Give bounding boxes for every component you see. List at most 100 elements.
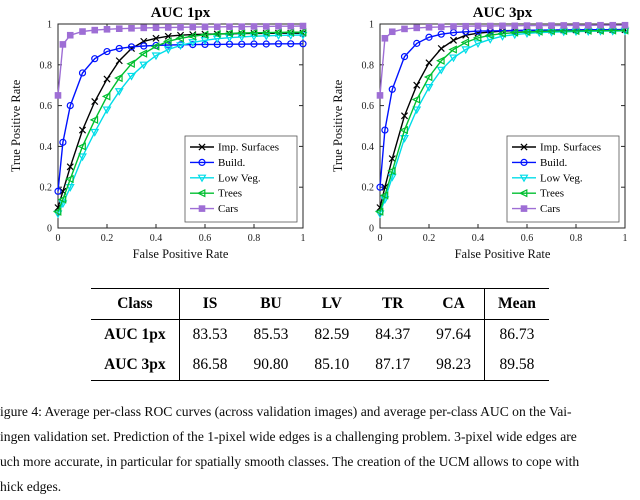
marker-circle	[201, 40, 209, 49]
marker-circle	[127, 43, 136, 51]
marker-square	[548, 22, 555, 29]
legend-label: Trees	[218, 188, 242, 200]
table-row: AUC 1px 83.53 85.53 82.59 84.37 97.64 86.73	[91, 319, 549, 350]
marker-triangle-down	[436, 66, 446, 75]
marker-square	[91, 26, 99, 34]
marker-triangle-left	[236, 28, 246, 38]
marker-triangle-down	[65, 184, 75, 192]
marker-square	[535, 22, 543, 29]
col-header: IS	[202, 295, 218, 312]
marker-triangle-down	[249, 33, 259, 41]
table-cell: 84.37	[375, 326, 411, 343]
marker-square	[287, 22, 295, 30]
marker-x	[413, 81, 421, 89]
col-header: TR	[381, 295, 404, 312]
auc-table: Class IS BU LV TR CA Mean AUC 1px 83.53 85.53 82.5…	[91, 288, 549, 381]
marker-square	[450, 23, 457, 30]
marker-square	[213, 23, 221, 31]
y-tick-label: 0.2	[362, 183, 375, 194]
marker-square	[621, 21, 629, 29]
series-line	[379, 29, 625, 212]
y-tick-label: 0.4	[40, 142, 53, 153]
table-cell: 82.59	[314, 326, 350, 343]
marker-circle	[140, 42, 148, 50]
marker-triangle-left	[411, 95, 421, 104]
x-tick-label: 0.4	[150, 233, 163, 244]
marker-triangle-down	[400, 135, 409, 143]
marker-triangle-left	[224, 29, 233, 38]
marker-triangle-left	[273, 28, 282, 37]
table-row: AUC 3px 86.58 90.80 85.10 87.17 98.23 89.58	[91, 350, 549, 381]
legend-label: Imp. Surfaces	[218, 142, 279, 154]
marker-triangle-left	[57, 195, 67, 204]
legend-label: Imp. Surfaces	[540, 142, 601, 154]
marker-x	[78, 126, 87, 134]
marker-triangle-down	[163, 46, 173, 55]
marker-circle	[189, 41, 197, 49]
series-line	[57, 34, 304, 215]
row-label: AUC 1px	[91, 319, 180, 350]
x-tick-label: 1	[301, 233, 306, 244]
marker-square	[189, 23, 197, 31]
marker-square	[299, 22, 307, 30]
marker-triangle-left	[558, 26, 568, 36]
col-header: Class	[91, 288, 180, 320]
marker-circle	[388, 85, 396, 93]
legend-label: Trees	[540, 188, 564, 200]
marker-triangle-left	[485, 31, 494, 40]
plot-title: AUC 3px	[473, 5, 533, 21]
table-header-row: Class IS BU LV TR CA Mean	[91, 288, 549, 320]
marker-triangle-left	[399, 125, 408, 135]
marker-square	[499, 22, 506, 30]
marker-circle	[376, 183, 384, 191]
y-tick-label: 0.6	[40, 101, 53, 112]
marker-triangle-left	[436, 56, 445, 65]
marker-square	[401, 25, 408, 33]
marker-triangle-down	[114, 88, 124, 96]
marker-triangle-left	[497, 29, 506, 38]
marker-circle	[520, 158, 528, 166]
col-header: BU	[260, 295, 282, 312]
x-tick-label: 0.2	[423, 233, 436, 244]
marker-circle	[54, 187, 62, 195]
marker-triangle-left	[52, 207, 62, 216]
marker-triangle-down	[473, 40, 483, 48]
marker-triangle-left	[261, 28, 270, 37]
legend-label: Build.	[218, 157, 245, 169]
marker-circle	[274, 40, 283, 48]
x-tick-label: 0.8	[570, 233, 583, 244]
caption-line: uch more accurate, in particular for spa…	[0, 454, 580, 469]
marker-triangle-left	[595, 26, 604, 35]
marker-triangle-left	[570, 26, 580, 36]
marker-square	[425, 23, 433, 31]
marker-triangle-left	[387, 166, 396, 176]
table-cell: 83.53	[192, 326, 228, 343]
marker-x	[66, 163, 74, 171]
marker-triangle-down	[519, 174, 529, 183]
table-cell: 90.80	[253, 356, 289, 373]
figure-caption: igure 4: Average per-class ROC curves (a…	[0, 399, 640, 499]
marker-square	[597, 21, 604, 29]
marker-triangle-left	[583, 26, 592, 35]
table-cell: 89.58	[499, 356, 535, 373]
marker-x	[425, 59, 433, 67]
marker-triangle-down	[102, 106, 112, 115]
x-tick-label: 1	[623, 233, 628, 244]
marker-triangle-left	[379, 191, 389, 200]
legend-label: Cars	[540, 203, 560, 215]
marker-square	[79, 28, 86, 35]
marker-triangle-left	[460, 38, 470, 47]
marker-square	[511, 22, 519, 30]
marker-x	[449, 36, 458, 44]
marker-square	[609, 21, 617, 29]
table-cell: 85.10	[314, 356, 350, 373]
marker-square	[226, 23, 233, 30]
marker-triangle-left	[518, 189, 528, 198]
marker-x	[152, 34, 160, 42]
marker-square	[381, 34, 389, 42]
marker-square	[572, 22, 580, 29]
x-tick-label: 0.6	[199, 233, 212, 244]
roc-plot-auc-3px-wrap: 0 0.2 0.4 0.6 0.8 1 0 0.2 0.4 0.6 0.8 1 AUC 3px False…	[328, 4, 634, 272]
marker-square	[201, 23, 209, 31]
roc-plot-auc-3px: 0 0.2 0.4 0.6 0.8 1 0 0.2 0.4 0.6 0.8 1 AUC 3px False…	[331, 5, 630, 261]
